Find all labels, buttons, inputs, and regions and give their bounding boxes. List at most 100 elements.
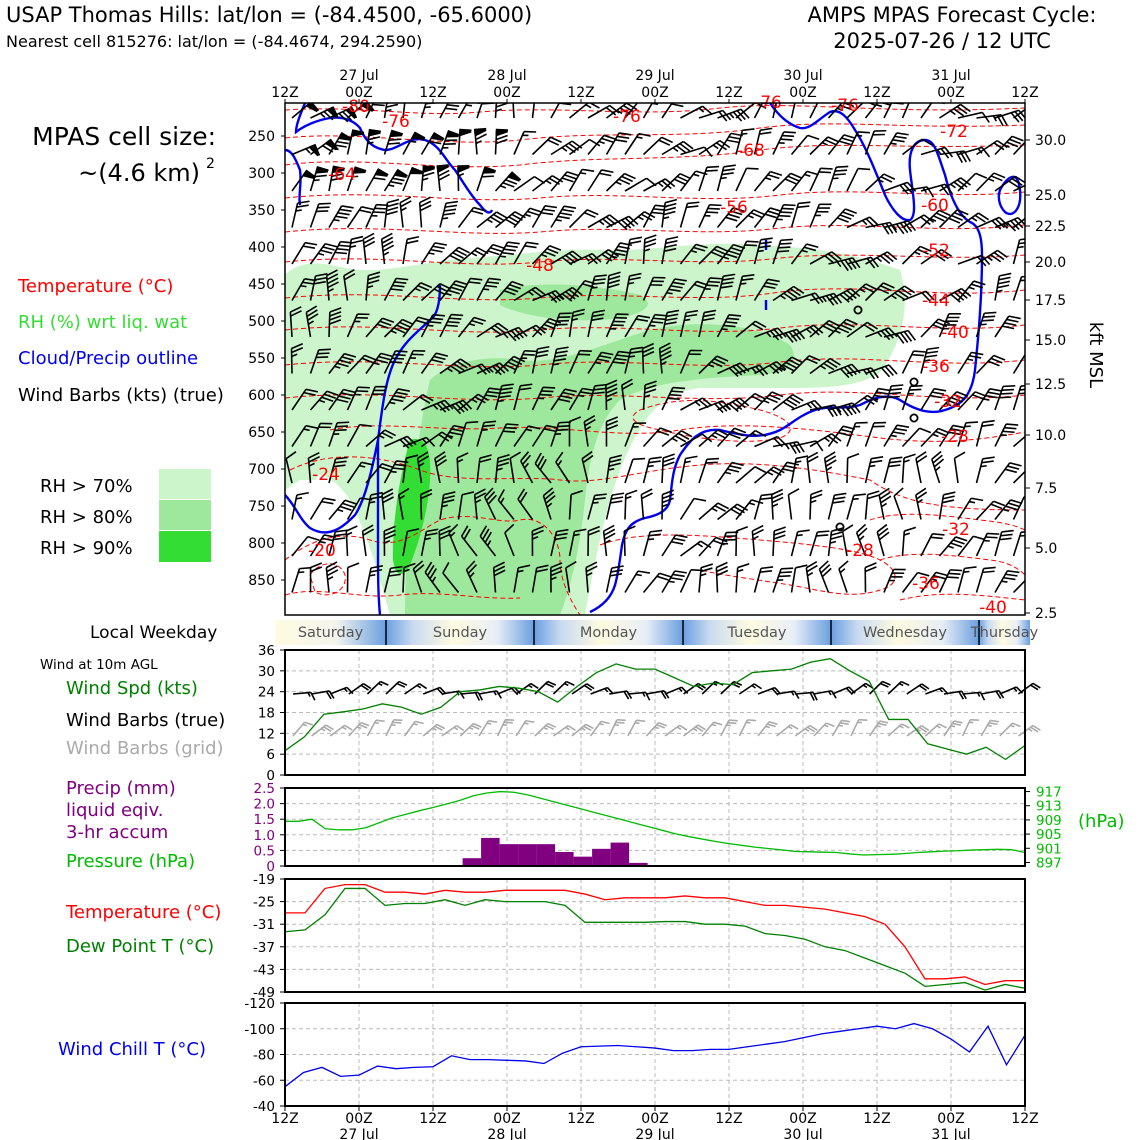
wind-barb-feather <box>396 324 409 331</box>
wind-barb-staff <box>975 354 995 375</box>
wind-barb-feather <box>335 215 348 219</box>
wind-barb-feather <box>880 495 892 504</box>
wind-barb-flag <box>482 166 496 173</box>
wind-barb-feather <box>878 531 890 541</box>
wind-barb-feather <box>500 387 513 391</box>
wind-barb-feather <box>429 321 442 324</box>
wind-barb-feather <box>474 396 486 404</box>
wind-barb-feather <box>937 251 949 260</box>
weekday-label: Monday <box>580 625 638 641</box>
wind-barb-feather <box>720 285 733 289</box>
wind-speed-line <box>284 657 1026 761</box>
wind-barb-feather <box>792 442 801 454</box>
wind-barb-feather <box>383 529 396 536</box>
wind-barb-feather <box>807 134 820 141</box>
wind-barb-feather <box>608 462 621 467</box>
wind-barb-feather <box>1027 352 1039 354</box>
legend-windchill: Wind Chill T (°C) <box>58 1039 206 1060</box>
wind-barb-feather <box>707 207 720 210</box>
wind-barb-feather <box>559 212 572 216</box>
wind-barb-staff <box>328 353 345 374</box>
wind-barb-half <box>1003 144 1010 149</box>
wind-barb-feather <box>867 490 880 496</box>
wind-barb-feather <box>950 569 963 572</box>
wind-barb-feather <box>944 146 954 158</box>
wind-barb-feather <box>398 680 408 686</box>
wind-barb-feather <box>819 99 831 100</box>
wind-barb-staff <box>957 212 979 229</box>
wind-barb-feather <box>357 386 370 389</box>
wind-barb-staff <box>846 256 872 265</box>
wind-barb-feather <box>458 246 470 254</box>
wind-barb-feather <box>891 384 904 387</box>
wind-barb-feather <box>372 103 385 107</box>
wind-barb-feather <box>733 680 743 686</box>
wind-barb-staff <box>346 461 363 484</box>
wind-barb-feather <box>766 397 778 404</box>
wind-barb-half <box>1010 724 1015 728</box>
wind-barb-staff <box>550 250 573 265</box>
rh-80-label: RH > 80% <box>40 507 133 528</box>
wind-barb-feather <box>1000 533 1013 537</box>
wind-barb-feather <box>950 428 963 432</box>
wind-barb-half <box>806 403 813 409</box>
wind-barb-half <box>826 466 833 471</box>
wind-barb-staff <box>957 146 983 156</box>
wind-barb-half <box>672 147 679 153</box>
wind-barb-feather <box>644 234 657 240</box>
wind-barb-feather <box>438 433 450 442</box>
wind-barb-feather <box>420 282 433 289</box>
wind-barb-half <box>468 322 476 327</box>
wind-barb-staff <box>957 172 977 192</box>
wind-barb-half <box>657 182 664 188</box>
wind-barb-feather <box>783 131 796 134</box>
wind-barb-feather <box>358 724 368 729</box>
wind-barb-half <box>333 218 340 222</box>
wind-barb-feather <box>817 530 830 533</box>
wind-barb-feather <box>880 330 891 341</box>
wind-barb-half <box>388 184 395 187</box>
wind-barb-feather <box>436 723 446 730</box>
y-tick-label: 24 <box>258 685 275 701</box>
wind-barb-feather <box>390 565 403 570</box>
wind-barb-feather <box>501 251 514 255</box>
wind-barb-feather <box>878 487 890 496</box>
wind-barb-half <box>930 217 937 222</box>
wind-barb-feather <box>805 357 818 365</box>
wind-barb-feather <box>703 146 713 158</box>
wind-barb-half <box>457 172 465 177</box>
wind-barb-feather <box>934 253 946 262</box>
wind-barb-feather <box>339 359 352 365</box>
wind-barb-staff <box>661 202 666 228</box>
wind-barb-feather <box>679 142 691 152</box>
wind-barb-feather <box>374 207 387 210</box>
wind-barb-staff <box>531 348 539 374</box>
wind-barb-feather <box>307 535 320 542</box>
wind-barb-feather <box>726 139 739 144</box>
wind-barb-feather <box>672 281 685 286</box>
wind-barb-staff <box>568 531 576 557</box>
wind-barb-flag <box>315 166 329 173</box>
wind-barb-half <box>708 363 715 368</box>
wind-barb-feather <box>320 249 333 254</box>
wind-barb-feather <box>899 332 909 343</box>
wind-barb-staff <box>864 282 884 302</box>
wind-barb-feather <box>455 280 468 286</box>
weekday-label: Wednesday <box>863 625 947 641</box>
wind-barb-feather <box>504 426 517 430</box>
wind-barb-feather <box>638 132 651 137</box>
wind-barb-feather <box>892 431 905 435</box>
top-time-tick: 00Z <box>937 85 964 101</box>
wind-barb-staff <box>865 251 888 265</box>
wind-barb-feather <box>582 454 594 464</box>
wind-barb-feather <box>771 496 784 504</box>
wind-barb-staff <box>412 568 423 593</box>
wind-barb-feather <box>363 236 375 244</box>
wind-barb-half <box>795 460 802 464</box>
wind-barb-staff <box>345 530 349 557</box>
wind-barb-staff <box>957 391 976 411</box>
wind-barb-feather <box>825 459 837 467</box>
wind-barb-feather <box>779 242 792 245</box>
wind-barb-feather <box>641 492 653 500</box>
wind-barb-feather <box>525 719 535 724</box>
